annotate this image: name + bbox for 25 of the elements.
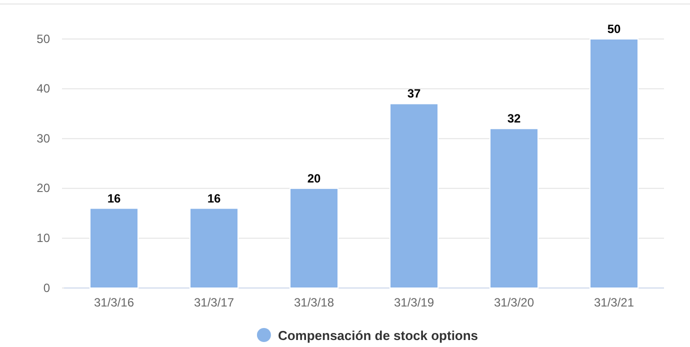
bar — [290, 188, 338, 288]
bar — [490, 128, 538, 288]
x-tick-label: 31/3/21 — [594, 296, 634, 310]
x-tick-label: 31/3/20 — [494, 296, 534, 310]
bar — [90, 208, 138, 288]
x-tick-label: 31/3/16 — [94, 296, 134, 310]
bar — [390, 103, 438, 288]
legend-label: Compensación de stock options — [278, 328, 478, 343]
y-tick-label: 0 — [43, 280, 50, 295]
data-label: 37 — [407, 86, 421, 101]
data-label: 32 — [507, 112, 521, 126]
y-tick-label: 20 — [36, 181, 50, 196]
x-tick-label: 31/3/17 — [194, 296, 234, 310]
data-label: 16 — [207, 191, 221, 206]
y-tick-label: 40 — [36, 82, 50, 96]
y-tick-label: 50 — [36, 32, 50, 46]
x-tick-label: 31/3/18 — [294, 296, 334, 310]
data-label: 20 — [307, 171, 321, 186]
y-tick-label: 10 — [36, 231, 50, 246]
data-label: 50 — [607, 22, 621, 36]
data-label: 16 — [107, 191, 121, 206]
y-tick-label: 30 — [36, 131, 50, 146]
bar — [190, 208, 238, 288]
x-tick-label: 31/3/19 — [394, 296, 434, 310]
bar — [590, 38, 638, 288]
